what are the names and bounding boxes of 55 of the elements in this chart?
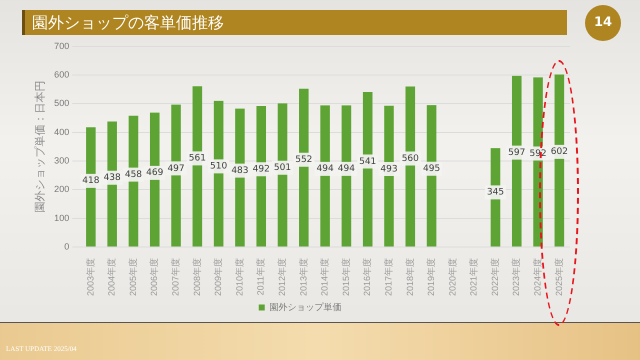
data-label: 438 xyxy=(104,173,122,184)
x-tick-label: 2005年度 xyxy=(128,258,138,296)
data-label: 494 xyxy=(316,164,334,174)
x-tick-label: 2021年度 xyxy=(468,258,479,296)
data-label: 541 xyxy=(359,156,376,167)
y-tick-label: 600 xyxy=(54,70,70,80)
x-tick-label: 2013年度 xyxy=(298,258,308,296)
data-label: 458 xyxy=(124,170,142,180)
x-tick-label: 2009年度 xyxy=(213,258,224,296)
data-label: 492 xyxy=(252,164,270,175)
y-tick-label: 200 xyxy=(54,184,70,194)
x-tick-label: 2020年度 xyxy=(447,258,458,296)
x-tick-label: 2025年度 xyxy=(554,258,564,296)
x-tick-label: 2008年度 xyxy=(192,258,202,296)
data-label: 552 xyxy=(295,155,312,166)
x-tick-label: 2014年度 xyxy=(320,258,330,296)
x-tick-label: 2019年度 xyxy=(426,258,436,296)
x-tick-label: 2007年度 xyxy=(170,258,181,296)
x-tick-label: 2003年度 xyxy=(85,258,96,296)
x-tick-label: 2017年度 xyxy=(383,258,394,296)
x-tick-label: 2018年度 xyxy=(404,258,415,296)
x-tick-label: 2004年度 xyxy=(106,258,117,296)
y-tick-label: 100 xyxy=(54,212,70,223)
data-label: 510 xyxy=(210,162,228,172)
data-label: 345 xyxy=(486,188,504,198)
y-tick-label: 700 xyxy=(54,40,70,51)
chart-title: 園外ショップの客単価推移 xyxy=(22,10,567,35)
y-axis-title: 園外ショップ単価：日本円 xyxy=(34,80,47,213)
x-tick-label: 2022年度 xyxy=(490,258,500,296)
data-label: 495 xyxy=(422,164,440,174)
data-label: 469 xyxy=(146,168,164,178)
data-label: 602 xyxy=(550,147,568,158)
data-label: 597 xyxy=(508,148,526,158)
y-tick-label: 0 xyxy=(64,241,70,252)
data-label: 560 xyxy=(402,154,420,164)
data-label: 494 xyxy=(338,164,356,174)
data-label: 501 xyxy=(274,163,292,174)
y-tick-label: 500 xyxy=(54,98,70,108)
x-tick-label: 2024年度 xyxy=(532,258,543,296)
x-tick-label: 2016年度 xyxy=(362,258,372,296)
data-label: 493 xyxy=(380,164,398,174)
x-tick-label: 2010年度 xyxy=(234,258,244,296)
x-tick-label: 2023年度 xyxy=(511,258,522,296)
x-tick-label: 2006年度 xyxy=(149,258,160,296)
y-tick-label: 400 xyxy=(54,126,70,137)
data-label: 418 xyxy=(82,176,100,186)
data-label: 497 xyxy=(167,164,185,174)
data-label: 561 xyxy=(188,154,206,164)
y-tick-label: 300 xyxy=(54,156,70,166)
x-tick-label: 2015年度 xyxy=(340,258,351,296)
text: 14 xyxy=(585,5,621,41)
legend-label: 園外ショップ単価 xyxy=(269,302,342,312)
x-tick-label: 2012年度 xyxy=(277,258,288,296)
x-tick-label: 2011年度 xyxy=(256,258,266,296)
data-label: 483 xyxy=(231,166,249,176)
